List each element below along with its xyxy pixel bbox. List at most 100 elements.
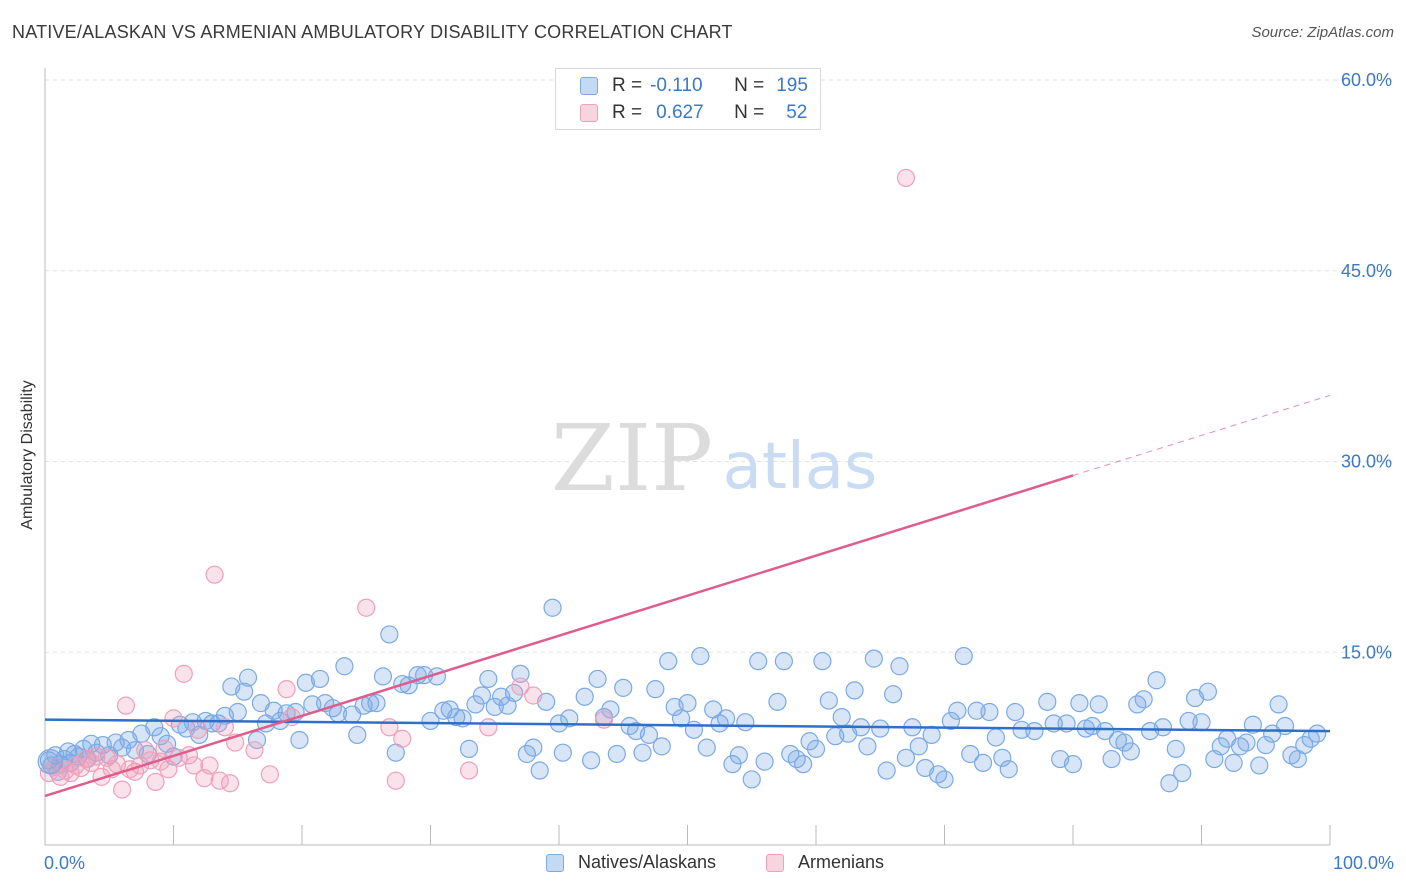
point-natives [310,669,330,689]
point-natives [941,711,961,731]
point-natives [380,625,399,644]
stats-legend: R = -0.110 N = 195 R = 0.627 N = 52 [555,68,821,130]
point-natives [723,755,742,774]
point-armenians [188,720,208,739]
point-natives [601,700,620,719]
point-natives [1153,718,1173,737]
point-natives [967,701,986,720]
point-natives [909,737,928,756]
point-armenians [393,729,412,748]
series-swatch-natives [546,853,564,872]
point-natives [511,664,530,683]
x-axis-min-label: 0.0% [44,853,86,873]
point-armenians [164,709,183,728]
point-armenians [174,664,193,683]
point-natives [1115,733,1134,752]
point-natives [37,749,63,775]
point-natives [993,748,1012,767]
point-natives [1121,742,1140,761]
point-natives [440,700,459,719]
y-tick-labels: 15.0% 30.0% 45.0% 60.0% [1341,70,1392,662]
point-natives [479,669,498,689]
point-natives [607,744,626,764]
trend-line-natives [44,718,1331,733]
point-armenians [245,741,264,760]
x-axis-max-label: 100.0% [1332,853,1394,873]
point-natives [530,761,549,780]
series-legend-natives: Natives/Alaskans [546,852,716,873]
point-armenians [459,761,479,780]
point-armenians [146,772,165,792]
point-natives [633,743,652,762]
point-natives [922,725,941,745]
y-tick-label: 60.0% [1341,70,1392,90]
point-natives [560,709,579,728]
point-armenians [112,780,132,799]
point-natives [768,692,787,711]
point-natives [954,646,973,666]
point-natives [980,702,999,722]
point-natives [935,770,954,789]
watermark-zip: ZIP [551,405,713,512]
point-natives [646,680,665,699]
point-natives [961,744,980,764]
point-natives [348,725,367,745]
point-armenians [200,756,219,775]
legend-row-armenians: R = 0.627 N = 52 [580,101,807,125]
point-natives [614,678,633,697]
point-natives [1250,756,1269,775]
legend-r-value-natives: -0.110 [650,75,703,96]
point-natives [145,718,164,737]
point-natives [845,681,864,700]
point-armenians [511,677,530,696]
point-natives [864,649,883,668]
point-natives [729,746,749,765]
point-natives [367,694,386,713]
point-natives [890,657,909,676]
point-natives [1089,695,1108,714]
point-natives [652,737,671,756]
legend-swatch-natives [580,77,598,95]
point-natives [1038,692,1057,711]
point-armenians [46,757,65,776]
point-natives [871,719,890,738]
point-natives [1160,774,1179,793]
point-natives [575,687,594,706]
legend-n-label: N = [734,102,765,123]
point-natives [1134,690,1153,709]
point-natives [639,725,659,745]
point-natives [335,657,354,676]
point-natives [1070,694,1089,713]
point-natives [1012,720,1031,739]
point-natives [800,732,819,751]
point-natives [1198,682,1218,701]
point-natives [819,691,838,710]
point-natives [755,752,774,771]
point-armenians [97,748,116,767]
watermark-atlas: atlas [723,430,878,504]
legend-n-label: N = [734,75,765,96]
point-armenians [260,765,279,784]
point-natives [883,685,903,704]
axes [44,68,1331,846]
point-natives [1102,749,1121,769]
legend-n-value-natives: 195 [776,75,808,96]
point-natives [896,748,916,767]
point-natives [877,761,896,780]
point-natives [742,770,761,789]
point-natives [296,673,315,692]
point-armenians [205,565,224,584]
point-armenians [524,686,543,705]
series-legend: Natives/Alaskans Armenians [0,852,1406,876]
point-natives [684,720,704,739]
point-natives [373,667,393,686]
trend-line-armenians-extension [1072,394,1331,476]
point-armenians [66,756,85,775]
point-natives [290,730,309,750]
point-natives [794,755,813,774]
point-natives [485,697,504,717]
chart-title: NATIVE/ALASKAN VS ARMENIAN AMBULATORY DI… [12,22,733,42]
point-armenians [116,696,136,715]
trend-line-armenians [44,474,1074,798]
